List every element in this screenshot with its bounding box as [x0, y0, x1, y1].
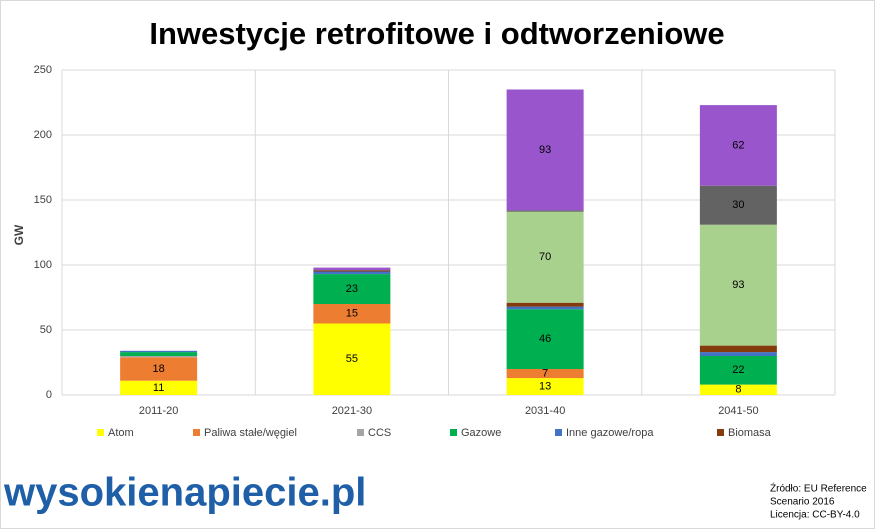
- data-label: 15: [346, 308, 358, 320]
- bar-segment: [506, 309, 584, 369]
- x-tick-label: 2011-20: [139, 405, 179, 417]
- bar-segment: [120, 356, 198, 358]
- x-tick-label: 2041-50: [718, 405, 758, 417]
- legend-swatch: [717, 429, 724, 436]
- y-tick-label: 100: [34, 259, 52, 271]
- data-label: 93: [539, 144, 551, 156]
- bar-segment: [699, 185, 777, 225]
- bar-segment: [313, 323, 391, 395]
- legend-label: CCS: [368, 427, 391, 439]
- source: Licencja: CC-BY-4.0: [770, 510, 860, 521]
- data-label: 70: [539, 251, 551, 263]
- logo: wysokienapiecie.pl: [3, 471, 366, 515]
- bar-segment: [506, 306, 584, 310]
- legend-label: Inne gazowe/ropa: [566, 427, 654, 439]
- data-label: 18: [153, 363, 165, 375]
- legend-swatch: [357, 429, 364, 436]
- bar-segment: [506, 369, 584, 379]
- source: Źródło: EU Reference: [770, 482, 867, 495]
- data-label: 13: [539, 380, 551, 392]
- bar-segment: [313, 267, 391, 271]
- legend-label: Paliwa stałe/węgiel: [204, 427, 297, 439]
- y-tick-label: 150: [34, 194, 52, 206]
- bar-segment: [120, 352, 198, 356]
- bar-segment: [120, 350, 198, 353]
- data-label: 46: [539, 333, 551, 345]
- bar-segment: [506, 210, 584, 212]
- x-tick-label: 2021-30: [332, 405, 372, 417]
- bar-segment: [313, 270, 391, 272]
- data-label: 11: [153, 382, 164, 394]
- bar-segment: [506, 378, 584, 395]
- data-label: 62: [732, 139, 744, 151]
- data-label: 55: [346, 353, 358, 365]
- source: Scenario 2016: [770, 497, 835, 508]
- legend-swatch: [450, 429, 457, 436]
- y-tick-label: 250: [34, 64, 52, 76]
- y-axis-label: GW: [12, 224, 26, 245]
- bar-segment: [506, 302, 584, 307]
- chart-title: Inwestycje retrofitowe i odtworzeniowe: [149, 16, 724, 51]
- x-tick-label: 2031-40: [525, 405, 565, 417]
- legend-label: Gazowe: [461, 427, 501, 439]
- bar-segment: [699, 105, 777, 186]
- bar-segment: [120, 357, 198, 381]
- bar-segment: [313, 271, 391, 275]
- data-label: 23: [346, 283, 358, 295]
- legend-label: Biomasa: [728, 427, 772, 439]
- bar-segment: [699, 345, 777, 353]
- bar-segment: [699, 356, 777, 385]
- data-label: 7: [542, 367, 548, 379]
- data-label: 8: [735, 384, 741, 396]
- bar-segment: [313, 304, 391, 324]
- bar-segment: [699, 384, 777, 395]
- bar-segment: [506, 211, 584, 303]
- legend-swatch: [97, 429, 104, 436]
- legend-label: Atom: [108, 427, 134, 439]
- bar-segment: [506, 89, 584, 211]
- legend-swatch: [555, 429, 562, 436]
- legend-swatch: [193, 429, 200, 436]
- y-tick-label: 200: [34, 129, 52, 141]
- data-label: 30: [732, 199, 744, 211]
- y-tick-label: 0: [46, 389, 52, 401]
- data-label: 93: [732, 279, 744, 291]
- bar-segment: [313, 274, 391, 304]
- bar-segment: [699, 352, 777, 356]
- data-label: 22: [732, 364, 744, 376]
- bar-segment: [699, 224, 777, 346]
- y-tick-label: 50: [40, 324, 52, 336]
- bar-segment: [120, 380, 198, 395]
